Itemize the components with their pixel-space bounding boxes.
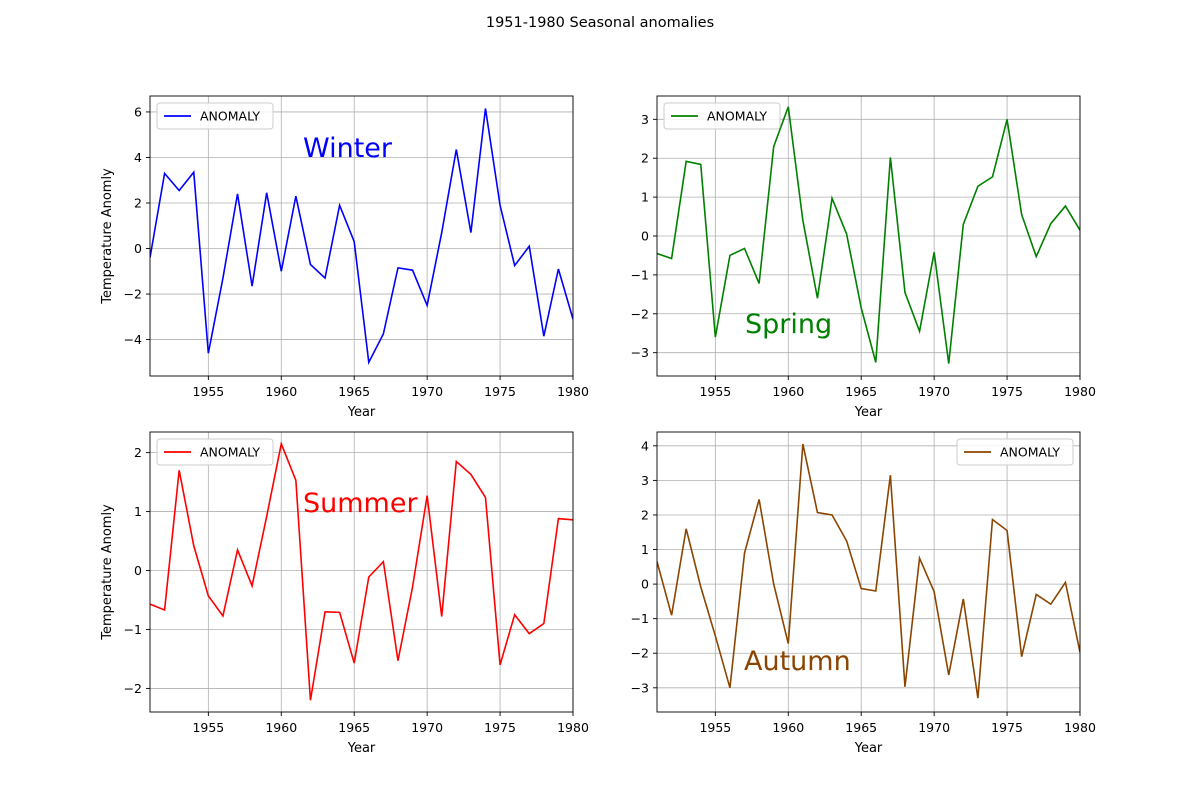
season-annotation: Summer	[303, 488, 418, 519]
x-tick-label: 1970	[411, 384, 443, 399]
x-tick-label: 1980	[557, 384, 589, 399]
series-line-winter	[150, 108, 573, 366]
x-tick-label: 1960	[772, 384, 804, 399]
series-line-spring	[657, 106, 1080, 364]
y-tick-label: 2	[134, 445, 142, 460]
x-tick-label: 1965	[338, 720, 370, 735]
subplot-winter: 1955 1960 1965 1970 1975 1980 −4 −2 0 2 4 6 Year Temp…	[100, 95, 589, 420]
x-tick-label: 1960	[265, 720, 297, 735]
legend: ANOMALY	[663, 102, 781, 130]
x-tick-label: 1955	[699, 384, 731, 399]
y-tick-label: 1	[641, 542, 649, 557]
y-tick-label: −3	[631, 680, 649, 695]
y-tick-label: 2	[641, 507, 649, 522]
x-tick-label: 1980	[557, 720, 589, 735]
x-tick-label: 1955	[192, 384, 224, 399]
legend-label: ANOMALY	[200, 109, 260, 124]
y-tick-label: 0	[134, 241, 142, 256]
y-tick-label: −2	[124, 681, 142, 696]
x-tick-label: 1965	[845, 384, 877, 399]
plot-frame	[149, 95, 574, 377]
x-tick-label: 1975	[991, 720, 1023, 735]
y-tick-label: 0	[641, 229, 649, 244]
legend: ANOMALY	[956, 438, 1074, 466]
season-annotation: Spring	[745, 309, 832, 340]
x-tick-label: 1975	[484, 720, 516, 735]
x-tick-label: 1965	[338, 384, 370, 399]
y-tick-label: −1	[124, 622, 142, 637]
y-tick-label: −2	[631, 646, 649, 661]
y-tick-label: 4	[134, 150, 142, 165]
x-tick-label: 1970	[411, 720, 443, 735]
subplot-summer: 1955 1960 1965 1970 1975 1980 −2 −1 0 1 2 Year Tempe…	[100, 431, 589, 756]
legend: ANOMALY	[156, 438, 274, 466]
y-tick-label: 2	[641, 151, 649, 166]
x-tick-label: 1970	[918, 384, 950, 399]
y-tick-label: −2	[631, 306, 649, 321]
plot-frame	[149, 431, 574, 713]
legend-box	[956, 438, 1074, 466]
figure-title: 1951-1980 Seasonal anomalies	[486, 15, 714, 31]
legend-box	[663, 102, 781, 130]
legend-label: ANOMALY	[707, 109, 767, 124]
y-tick-label: 0	[134, 563, 142, 578]
y-tick-label: 6	[134, 104, 142, 119]
y-tick-label: 3	[641, 112, 649, 127]
y-tick-label: −1	[631, 267, 649, 282]
legend-box	[156, 102, 274, 130]
y-tick-label: 2	[134, 195, 142, 210]
season-annotation: Autumn	[744, 646, 851, 677]
y-tick-label: 1	[134, 504, 142, 519]
plot-frame	[656, 431, 1081, 713]
x-tick-label: 1980	[1064, 720, 1096, 735]
y-axis-label: Temperature Anomly	[100, 168, 115, 305]
x-axis-label: Year	[347, 405, 376, 420]
season-annotation: Winter	[303, 133, 393, 164]
y-tick-label: 0	[641, 577, 649, 592]
x-tick-label: 1980	[1064, 384, 1096, 399]
y-tick-label: 4	[641, 438, 649, 453]
x-axis-label: Year	[854, 741, 883, 756]
x-tick-label: 1965	[845, 720, 877, 735]
y-tick-label: −2	[124, 287, 142, 302]
y-tick-label: −1	[631, 611, 649, 626]
y-tick-label: 3	[641, 473, 649, 488]
x-axis-label: Year	[854, 405, 883, 420]
x-tick-label: 1955	[192, 720, 224, 735]
y-tick-label: 1	[641, 190, 649, 205]
y-axis-label: Temperature Anomly	[100, 504, 115, 641]
x-axis-label: Year	[347, 741, 376, 756]
legend-box	[156, 438, 274, 466]
x-tick-label: 1970	[918, 720, 950, 735]
y-tick-label: −4	[124, 332, 142, 347]
subplot-autumn: 1955 1960 1965 1970 1975 1980 −3 −2 −1 0 1 2 3 4 Year A…	[631, 431, 1096, 756]
legend: ANOMALY	[156, 102, 274, 130]
x-tick-label: 1975	[484, 384, 516, 399]
x-tick-label: 1975	[991, 384, 1023, 399]
subplot-spring: 1955 1960 1965 1970 1975 1980 −3 −2 −1 0 1 2 3 Year Sp…	[631, 95, 1096, 420]
legend-label: ANOMALY	[1000, 445, 1060, 460]
y-tick-label: −3	[631, 345, 649, 360]
series-line-summer	[150, 440, 573, 701]
x-tick-label: 1955	[699, 720, 731, 735]
series-line-autumn	[657, 443, 1080, 699]
x-tick-label: 1960	[265, 384, 297, 399]
x-tick-label: 1960	[772, 720, 804, 735]
legend-label: ANOMALY	[200, 445, 260, 460]
